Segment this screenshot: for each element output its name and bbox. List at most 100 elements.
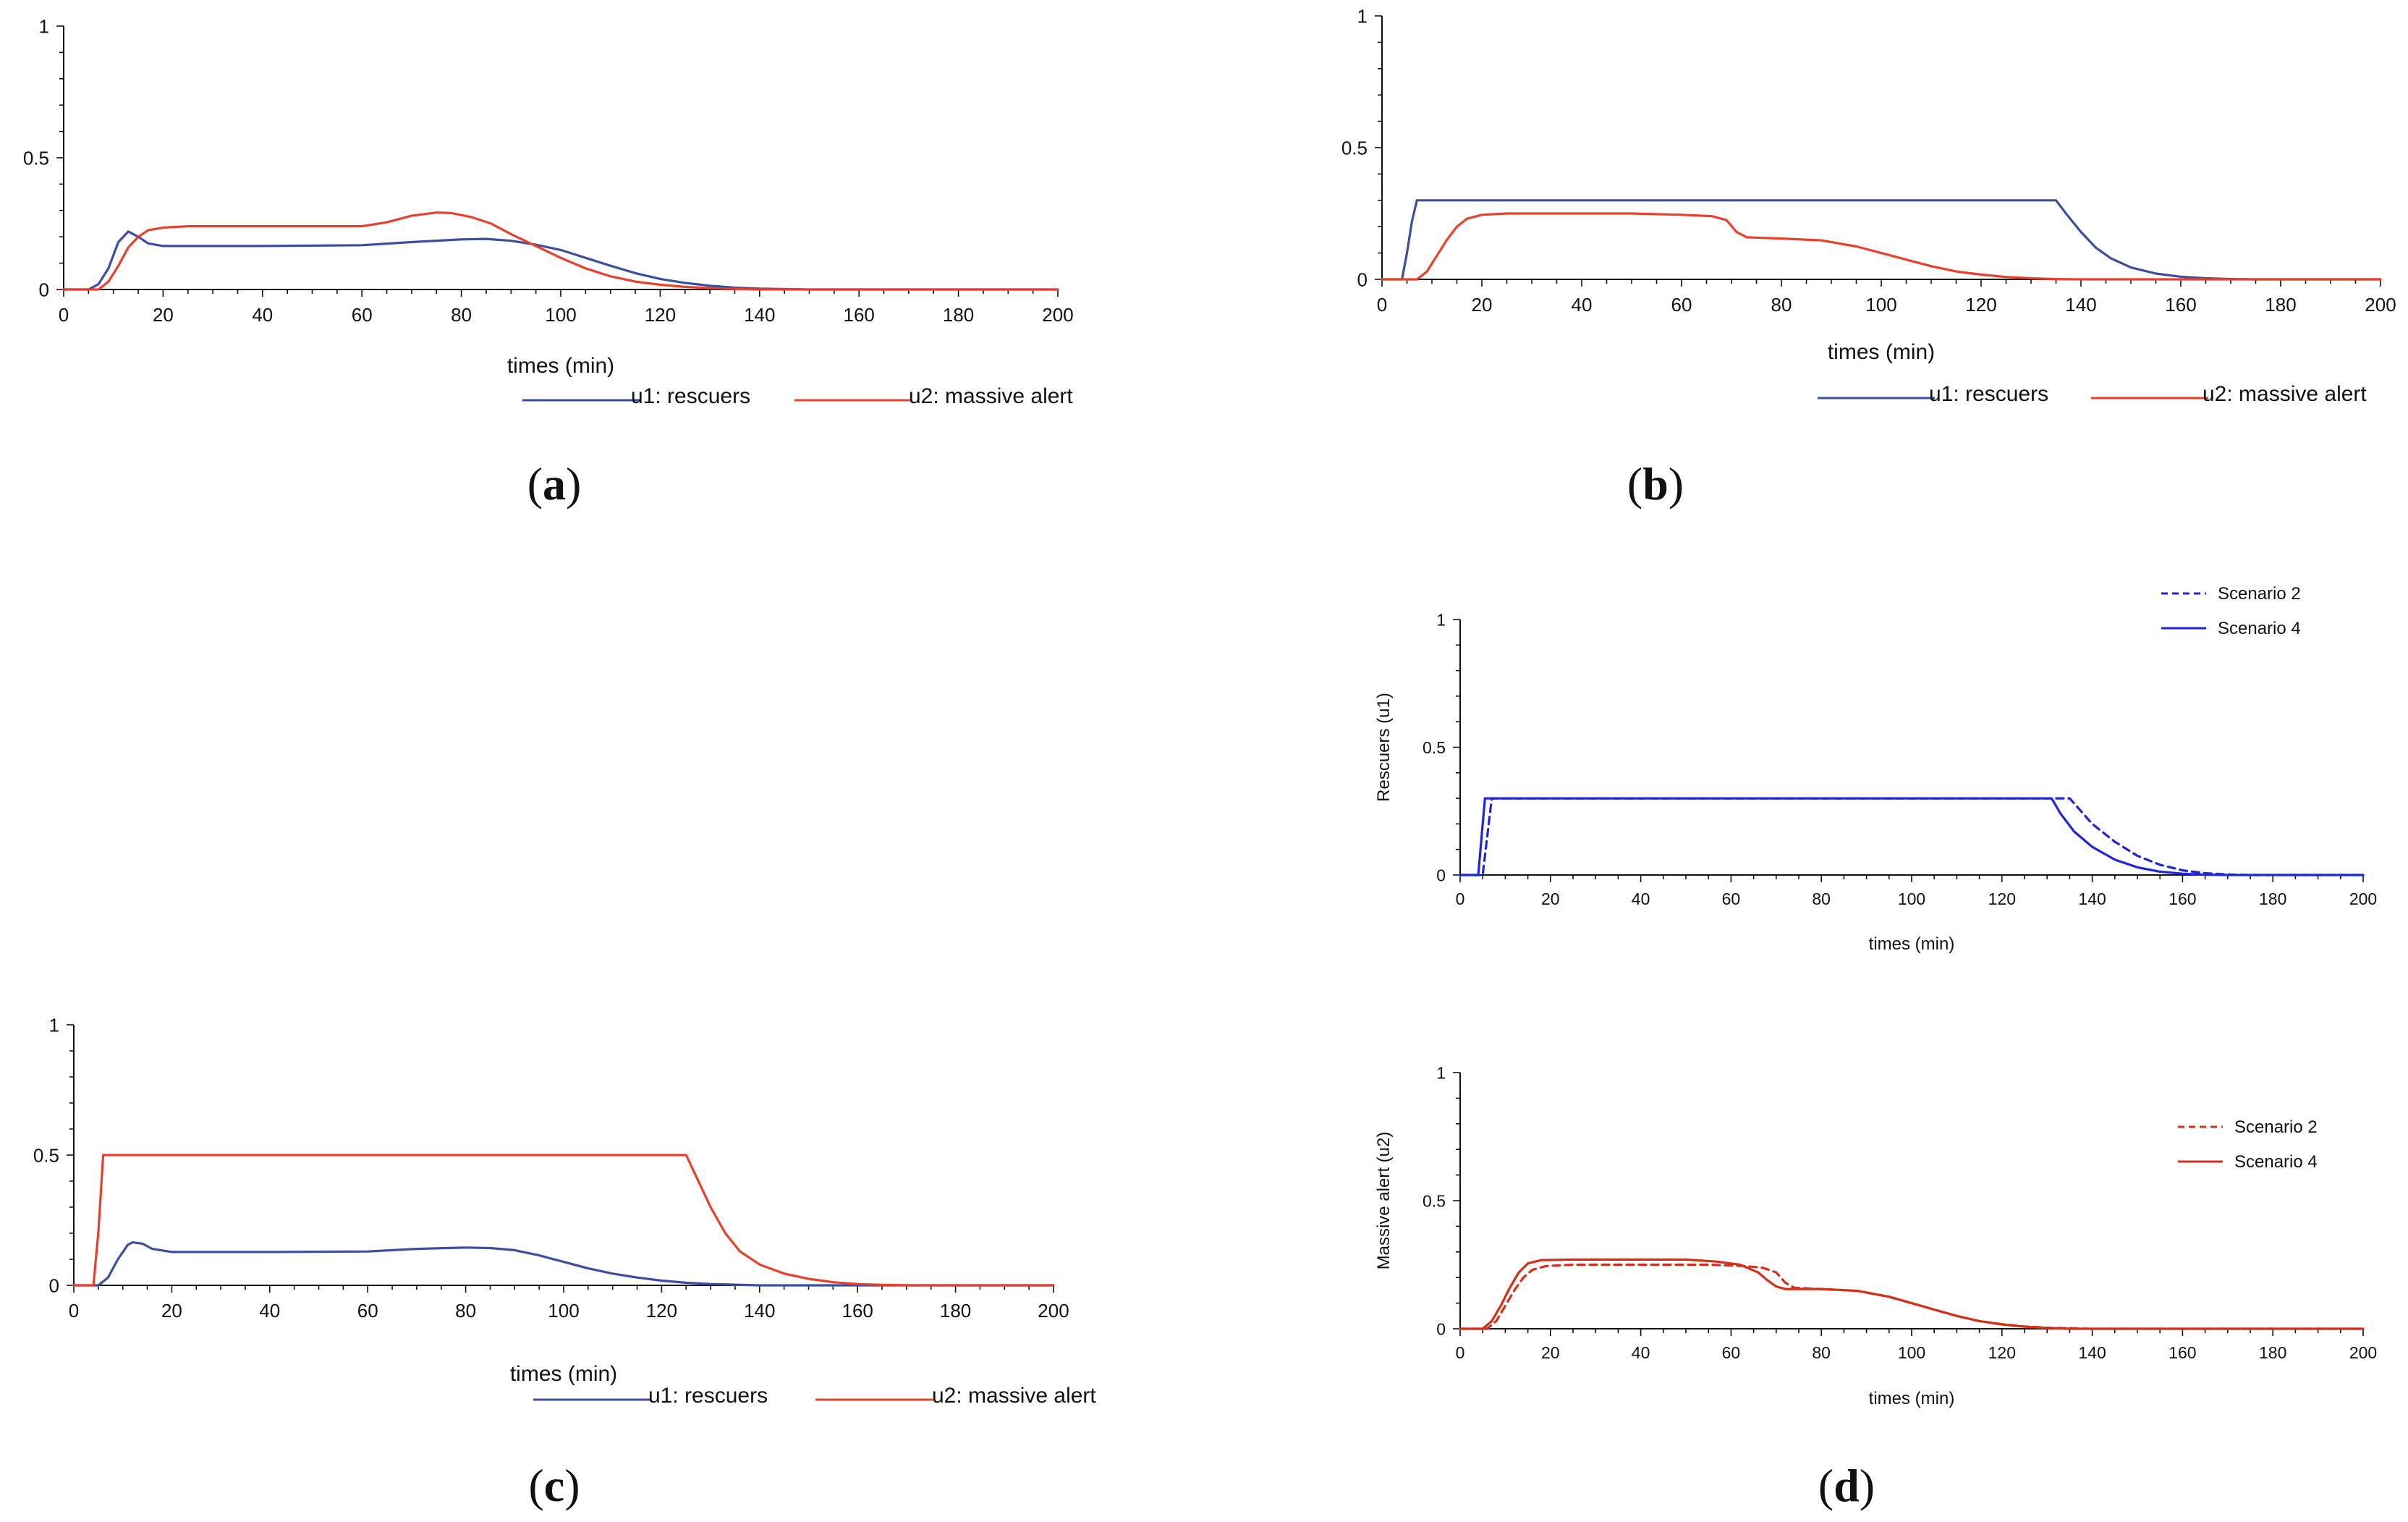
series-line-scenario-4 xyxy=(1459,1258,2365,1330)
x-tick-label: 120 xyxy=(645,304,676,326)
x-tick-label: 80 xyxy=(1812,1343,1831,1362)
x-tick-label: 60 xyxy=(357,1300,378,1322)
x-tick-label: 60 xyxy=(352,304,373,326)
y-tick-label: 0 xyxy=(49,1274,59,1296)
legend-label: u1: rescuers xyxy=(631,384,750,408)
x-tick-label: 0 xyxy=(1456,1343,1465,1362)
x-tick-label: 200 xyxy=(1038,1300,1069,1322)
x-tick-label: 120 xyxy=(646,1300,677,1322)
y-tick-label: 1 xyxy=(39,15,49,37)
legend-label: u1: rescuers xyxy=(1929,382,2048,406)
series-line-u2-massive-alert xyxy=(1381,212,2382,281)
panel-caption: (a) xyxy=(527,458,582,510)
x-tick-label: 80 xyxy=(455,1300,476,1322)
chart-panel-d2: 0 20 40 60 80 100 120 140 160 180 200 0 0.5 1 times (m… xyxy=(1374,1063,2377,1511)
x-tick-label: 140 xyxy=(744,304,775,326)
y-tick-label: 0.5 xyxy=(1341,137,1368,158)
x-tick-label: 180 xyxy=(2265,294,2296,316)
series-line-u1-rescuers xyxy=(1381,199,2382,281)
x-tick-label: 180 xyxy=(2259,889,2286,908)
x-tick-label: 80 xyxy=(1771,294,1792,316)
series-line-u2-massive-alert xyxy=(62,211,1059,291)
y-tick-label: 0 xyxy=(39,279,49,300)
panel-caption: (b) xyxy=(1627,458,1684,510)
x-tick-label: 40 xyxy=(1632,1343,1650,1362)
x-tick-label: 160 xyxy=(2165,294,2196,316)
x-tick-label: 40 xyxy=(1632,889,1650,908)
x-tick-label: 0 xyxy=(1456,889,1465,908)
legend-label: u2: massive alert xyxy=(2203,382,2367,406)
chart-panel-c: 0 20 40 60 80 100 120 140 160 180 200 0 0.5 1 times (m… xyxy=(33,1014,1097,1511)
x-tick-label: 160 xyxy=(842,1300,873,1322)
x-tick-label: 200 xyxy=(2365,294,2396,316)
series-line-u1-rescuers xyxy=(72,1241,1055,1287)
x-tick-label: 40 xyxy=(252,304,273,326)
legend-label: Scenario 2 xyxy=(2234,1117,2318,1137)
x-tick-label: 140 xyxy=(744,1300,775,1322)
x-tick-label: 120 xyxy=(1988,1343,2016,1362)
legend-label: u1: rescuers xyxy=(648,1384,768,1408)
chart-panel-d1: 0 20 40 60 80 100 120 140 160 180 200 0 0.5 1 times (m… xyxy=(1374,584,2377,954)
x-tick-label: 20 xyxy=(1541,889,1560,908)
y-tick-label: 0 xyxy=(1436,866,1446,884)
x-tick-label: 0 xyxy=(59,304,69,326)
x-tick-label: 100 xyxy=(1865,294,1896,316)
series-line-scenario-2 xyxy=(1459,797,2365,876)
chart-panel-a: 0 20 40 60 80 100 120 140 160 180 200 0 0.5 1 times (m… xyxy=(23,15,1074,510)
x-tick-label: 20 xyxy=(153,304,174,326)
y-tick-label: 0.5 xyxy=(1423,738,1446,757)
x-tick-label: 120 xyxy=(1988,889,2016,908)
x-tick-label: 100 xyxy=(1898,889,1925,908)
x-axis-label: times (min) xyxy=(507,354,614,378)
y-tick-label: 1 xyxy=(49,1014,59,1036)
panel-caption: (d) xyxy=(1818,1460,1875,1511)
y-tick-label: 1 xyxy=(1436,1063,1446,1082)
x-tick-label: 180 xyxy=(943,304,974,326)
y-tick-label: 0.5 xyxy=(23,147,49,169)
x-tick-label: 160 xyxy=(2169,889,2196,908)
legend-label: u2: massive alert xyxy=(909,384,1073,408)
y-tick-label: 0.5 xyxy=(1423,1191,1446,1210)
x-tick-label: 20 xyxy=(1541,1343,1560,1362)
x-tick-label: 40 xyxy=(1572,294,1593,316)
x-axis-label: times (min) xyxy=(1869,934,1955,954)
x-tick-label: 60 xyxy=(1722,889,1741,908)
x-tick-label: 160 xyxy=(844,304,875,326)
x-axis-label: times (min) xyxy=(1828,340,1935,364)
x-tick-label: 40 xyxy=(259,1300,280,1322)
x-tick-label: 200 xyxy=(2349,889,2377,908)
y-tick-label: 0.5 xyxy=(33,1144,59,1166)
x-tick-label: 120 xyxy=(1965,294,1996,316)
x-tick-label: 20 xyxy=(161,1300,182,1322)
x-tick-label: 180 xyxy=(940,1300,971,1322)
legend-label: Scenario 4 xyxy=(2218,619,2301,638)
chart-panel-b: 0 20 40 60 80 100 120 140 160 180 200 0 0.5 1 times (m… xyxy=(1341,5,2396,510)
x-tick-label: 140 xyxy=(2078,1343,2106,1362)
y-tick-label: 0 xyxy=(1357,269,1368,290)
x-tick-label: 60 xyxy=(1722,1343,1741,1362)
x-tick-label: 100 xyxy=(1898,1343,1925,1362)
y-tick-label: 0 xyxy=(1436,1319,1446,1338)
series-line-u2-massive-alert xyxy=(72,1154,1055,1287)
x-tick-label: 0 xyxy=(69,1300,79,1322)
x-tick-label: 200 xyxy=(2349,1343,2377,1362)
y-tick-label: 1 xyxy=(1357,5,1368,27)
x-tick-label: 100 xyxy=(545,304,576,326)
legend-label: u2: massive alert xyxy=(932,1384,1096,1408)
y-tick-label: 1 xyxy=(1436,610,1446,629)
x-axis-label: times (min) xyxy=(510,1362,617,1386)
x-tick-label: 200 xyxy=(1042,304,1073,326)
x-tick-label: 80 xyxy=(451,304,472,326)
x-tick-label: 140 xyxy=(2065,294,2096,316)
panel-caption: (c) xyxy=(528,1460,580,1511)
x-tick-label: 20 xyxy=(1472,294,1493,316)
x-tick-label: 100 xyxy=(548,1300,579,1322)
x-tick-label: 0 xyxy=(1377,294,1387,316)
x-tick-label: 160 xyxy=(2169,1343,2196,1362)
series-line-scenario-4 xyxy=(1459,797,2365,876)
series-line-u1-rescuers xyxy=(62,230,1059,291)
y-axis-label: Massive alert (u2) xyxy=(1374,1132,1394,1270)
x-tick-label: 140 xyxy=(2078,889,2106,908)
y-axis-label: Rescuers (u1) xyxy=(1374,693,1394,802)
